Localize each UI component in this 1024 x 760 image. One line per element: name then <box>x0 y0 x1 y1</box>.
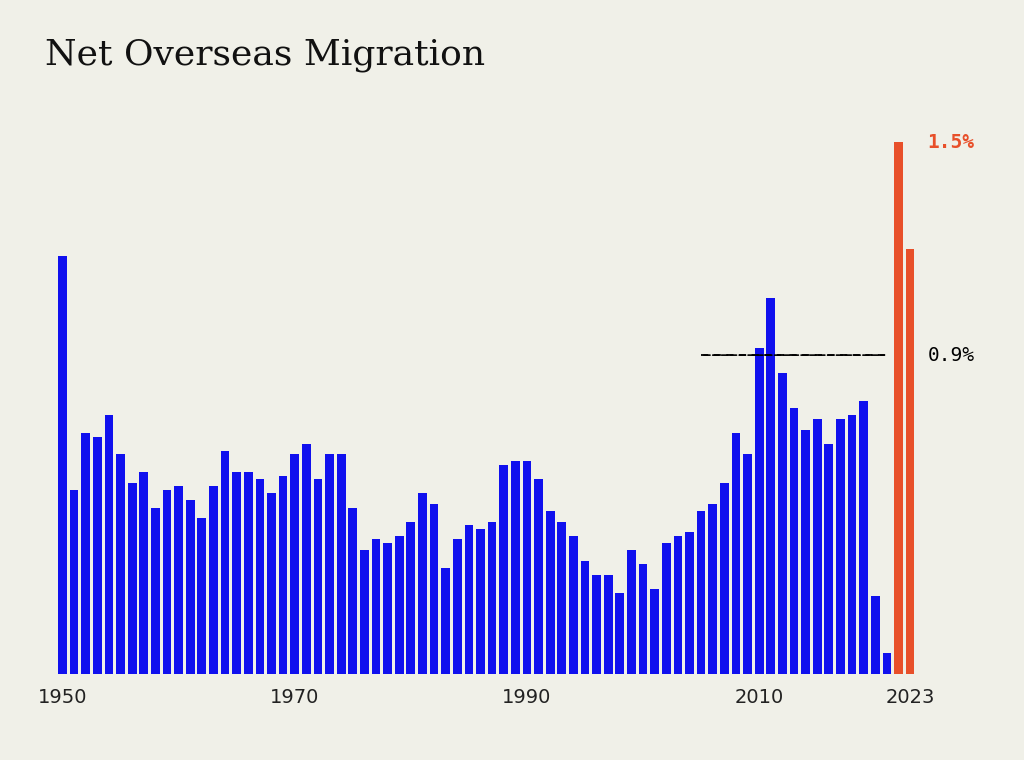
Bar <box>418 493 427 674</box>
Bar <box>674 536 682 674</box>
Bar <box>685 532 694 674</box>
Text: 0.9%: 0.9% <box>928 346 975 365</box>
Bar <box>709 504 717 674</box>
Bar <box>209 486 218 674</box>
Bar <box>244 472 253 674</box>
Text: Net Overseas Migration: Net Overseas Migration <box>45 38 485 71</box>
Bar <box>743 454 752 674</box>
Bar <box>465 525 473 674</box>
Bar <box>801 429 810 674</box>
Bar <box>104 416 114 674</box>
Bar <box>592 575 601 674</box>
Bar <box>522 461 531 674</box>
Bar <box>302 444 310 674</box>
Bar <box>883 653 891 674</box>
Bar <box>267 493 275 674</box>
Bar <box>766 299 775 674</box>
Bar <box>326 454 334 674</box>
Bar <box>360 550 369 674</box>
Bar <box>627 550 636 674</box>
Bar <box>778 373 786 674</box>
Bar <box>557 521 566 674</box>
Bar <box>639 564 647 674</box>
Bar <box>871 596 880 674</box>
Bar <box>859 401 868 674</box>
Bar <box>81 433 90 674</box>
Bar <box>291 454 299 674</box>
Bar <box>163 489 171 674</box>
Bar <box>348 508 357 674</box>
Bar <box>662 543 671 674</box>
Text: 1.5%: 1.5% <box>928 133 975 152</box>
Bar <box>500 465 508 674</box>
Bar <box>487 521 497 674</box>
Bar <box>151 508 160 674</box>
Bar <box>546 511 555 674</box>
Bar <box>731 433 740 674</box>
Bar <box>511 461 519 674</box>
Bar <box>848 416 856 674</box>
Bar <box>383 543 392 674</box>
Bar <box>790 408 799 674</box>
Bar <box>615 593 625 674</box>
Bar <box>569 536 578 674</box>
Bar <box>453 540 462 674</box>
Bar <box>581 561 590 674</box>
Bar <box>128 483 136 674</box>
Bar <box>813 419 821 674</box>
Bar <box>755 348 764 674</box>
Bar <box>720 483 729 674</box>
Bar <box>604 575 612 674</box>
Bar <box>441 568 450 674</box>
Bar <box>836 419 845 674</box>
Bar <box>337 454 345 674</box>
Bar <box>696 511 706 674</box>
Bar <box>70 489 79 674</box>
Bar <box>58 256 67 674</box>
Bar <box>232 472 241 674</box>
Bar <box>116 454 125 674</box>
Bar <box>476 529 484 674</box>
Bar <box>139 472 148 674</box>
Bar <box>906 249 914 674</box>
Bar <box>535 479 543 674</box>
Bar <box>198 518 206 674</box>
Bar <box>430 504 438 674</box>
Bar <box>221 451 229 674</box>
Bar <box>313 479 323 674</box>
Bar <box>279 476 288 674</box>
Bar <box>174 486 183 674</box>
Bar <box>93 437 101 674</box>
Bar <box>407 521 415 674</box>
Bar <box>372 540 380 674</box>
Bar <box>185 500 195 674</box>
Bar <box>824 444 834 674</box>
Bar <box>894 142 903 674</box>
Bar <box>395 536 403 674</box>
Bar <box>650 589 659 674</box>
Bar <box>256 479 264 674</box>
